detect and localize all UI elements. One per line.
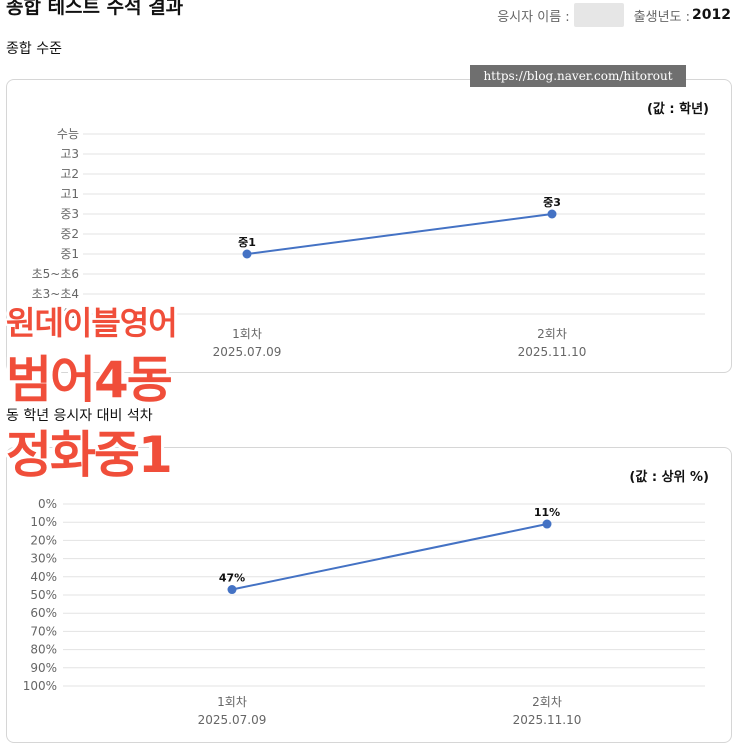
y-tick-label: 60% [30,606,57,620]
data-label: 47% [219,572,245,585]
series-line [246,213,553,255]
unit-label: (값 : 학년) [646,102,709,117]
percentile-chart: (값 : 상위 %) 0% 10% 20% 30% 40% 50% 60% 70% 80% 90%… [6,447,732,743]
data-point [227,585,237,595]
rank-title: 동 학년 응시자 대비 석차 [6,408,153,424]
y-tick-label: 20% [30,533,57,547]
data-label: 중3 [543,196,561,209]
data-point [547,209,557,219]
y-tick-label: 고2 [60,167,79,181]
x-tick-label: 2회차 [532,695,562,709]
x-tick-date: 2025.11.10 [513,713,582,727]
examinee-info: 응시자 이름 : 출생년도 : 2012 [497,3,731,27]
y-tick-label: 수능 [57,127,79,141]
y-tick-label: 초3~초4 [32,287,79,301]
data-point [542,519,552,529]
y-tick-label: 40% [30,570,57,584]
y-tick-label: 0% [38,497,57,511]
y-tick-label: 초1~초2 [32,307,79,321]
x-tick-date: 2025.11.10 [518,345,587,359]
name-label: 응시자 이름 : [497,9,570,25]
overall-level-title: 종합 수준 [6,41,62,57]
percentile-chart-svg: 0% 10% 20% 30% 40% 50% 60% 70% 80% 90% 100% 1회차 2025… [23,497,705,727]
x-tick-label: 1회차 [232,327,262,341]
birth-year: 2012 [692,7,731,23]
x-tick-date: 2025.07.09 [213,345,282,359]
data-point [242,249,252,259]
y-tick-label: 50% [30,588,57,602]
series-line [231,523,548,591]
data-label: 중1 [238,236,256,249]
y-tick-label: 중2 [60,227,79,241]
overlay-text-area: 범어4동 [6,351,173,409]
y-tick-label: 초5~초6 [32,267,79,281]
x-tick-label: 1회차 [217,695,247,709]
overlay-text-academy: 원데이블영어 [6,304,178,342]
y-tick-label: 90% [30,661,57,675]
y-tick-label: 80% [30,643,57,657]
page-title: 종합 테스트 수석 결과 [6,0,184,18]
y-tick-label: 고3 [60,147,79,161]
data-label: 11% [534,506,560,519]
y-tick-label: 중3 [60,207,79,221]
birth-label: 출생년도 : [633,9,691,25]
x-tick-label: 2회차 [537,327,567,341]
overlay-text-school: 정화중1 [6,426,173,484]
y-tick-label: 100% [23,679,57,693]
y-tick-label: 고1 [60,187,79,201]
unit-label: (값 : 상위 %) [629,470,709,485]
y-tick-label: 10% [30,515,57,529]
y-tick-label: 중1 [60,247,79,261]
x-tick-date: 2025.07.09 [198,713,267,727]
name-redacted [573,3,624,27]
y-tick-label: 70% [30,624,57,638]
blog-watermark: https://blog.naver.com/hitorout [470,65,686,87]
y-tick-label: 30% [30,552,57,566]
